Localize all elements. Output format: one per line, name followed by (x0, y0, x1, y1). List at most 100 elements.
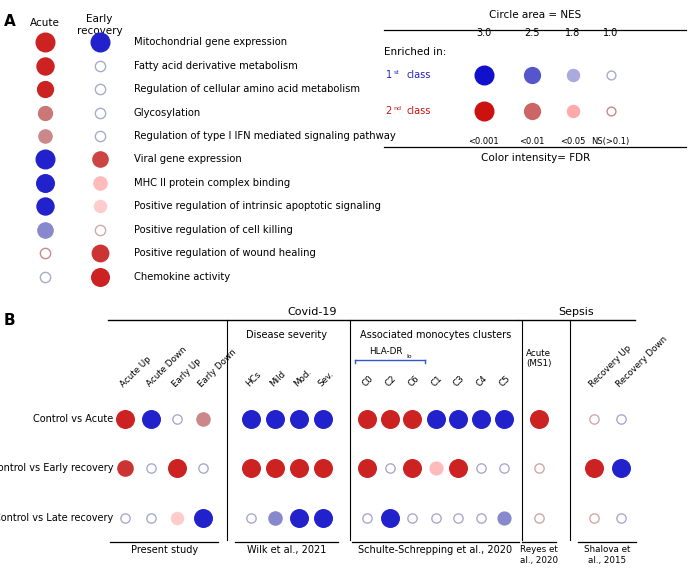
Point (120, 415, 131, 424)
Point (293, 513, 304, 522)
Point (94, 154, 105, 164)
Text: Acute Up: Acute Up (118, 354, 153, 389)
Text: 1.0: 1.0 (603, 28, 618, 38)
Point (568, 106, 579, 115)
Point (317, 415, 328, 424)
Point (453, 464, 464, 473)
Text: Chemokine activity: Chemokine activity (134, 272, 230, 282)
Text: <0.01: <0.01 (519, 137, 545, 146)
Point (533, 464, 545, 473)
Point (94, 131, 105, 141)
Text: Positive regulation of cell killing: Positive regulation of cell killing (134, 225, 293, 235)
Point (475, 513, 486, 522)
Text: class: class (406, 106, 430, 116)
Point (39, 85, 50, 94)
Point (146, 513, 157, 522)
Text: Covid-19: Covid-19 (288, 307, 337, 317)
Point (588, 464, 599, 473)
Point (146, 464, 157, 473)
Text: Mitochondrial gene expression: Mitochondrial gene expression (134, 37, 287, 47)
Point (407, 513, 418, 522)
Text: C4: C4 (475, 374, 489, 389)
Text: <0.001: <0.001 (468, 137, 499, 146)
Point (453, 415, 464, 424)
Point (453, 513, 464, 522)
Point (39, 108, 50, 117)
Point (94, 37, 105, 47)
Point (615, 415, 626, 424)
Point (172, 415, 183, 424)
Point (430, 513, 442, 522)
Text: lo: lo (406, 354, 412, 359)
Text: C5: C5 (497, 374, 512, 389)
Point (407, 415, 418, 424)
Text: Color intensity= FDR: Color intensity= FDR (481, 153, 590, 163)
Point (498, 464, 510, 473)
Point (39, 202, 50, 211)
Point (615, 513, 626, 522)
Text: 1: 1 (386, 69, 392, 79)
Point (533, 415, 545, 424)
Point (94, 225, 105, 234)
Text: Control vs Acute: Control vs Acute (33, 415, 113, 424)
Text: nd: nd (393, 106, 401, 111)
Point (172, 464, 183, 473)
Point (39, 272, 50, 282)
Text: Reyes et
al., 2020: Reyes et al., 2020 (519, 545, 558, 565)
Text: Acute: Acute (30, 18, 60, 28)
Text: Positive regulation of intrinsic apoptotic signaling: Positive regulation of intrinsic apoptot… (134, 201, 381, 211)
Point (269, 513, 280, 522)
Point (478, 70, 489, 79)
Text: HCs: HCs (244, 370, 262, 389)
Point (478, 106, 489, 115)
Point (94, 108, 105, 117)
Point (430, 464, 442, 473)
Point (94, 248, 105, 258)
Text: Shalova et
al., 2015: Shalova et al., 2015 (584, 545, 631, 565)
Point (362, 513, 373, 522)
Point (197, 464, 209, 473)
Text: Wilk et al., 2021: Wilk et al., 2021 (247, 545, 326, 556)
Text: Disease severity: Disease severity (246, 329, 327, 340)
Point (146, 415, 157, 424)
Text: 3.0: 3.0 (476, 28, 491, 38)
Text: Associated monocytes clusters: Associated monocytes clusters (360, 329, 511, 340)
Text: C2: C2 (384, 374, 398, 389)
Text: Recovery Up: Recovery Up (587, 343, 633, 389)
Text: A: A (4, 14, 15, 29)
Point (407, 464, 418, 473)
Point (526, 70, 538, 79)
Text: NS(>0.1): NS(>0.1) (592, 137, 630, 146)
Point (269, 415, 280, 424)
Text: Early
recovery: Early recovery (77, 14, 122, 36)
Point (39, 225, 50, 234)
Point (475, 415, 486, 424)
Text: Regulation of cellular amino acid metabolism: Regulation of cellular amino acid metabo… (134, 84, 360, 94)
Text: Positive regulation of wound healing: Positive regulation of wound healing (134, 248, 316, 258)
Point (317, 464, 328, 473)
Text: Circle area = NES: Circle area = NES (489, 10, 581, 20)
Point (605, 106, 616, 115)
Text: HLA-DR: HLA-DR (370, 347, 403, 356)
Text: Sepsis: Sepsis (559, 307, 594, 317)
Text: C1: C1 (429, 374, 444, 389)
Point (94, 272, 105, 282)
Point (362, 464, 373, 473)
Point (498, 513, 510, 522)
Text: Viral gene expression: Viral gene expression (134, 154, 241, 164)
Point (39, 37, 50, 47)
Point (120, 513, 131, 522)
Text: Glycosylation: Glycosylation (134, 107, 201, 118)
Point (39, 154, 50, 164)
Text: Fatty acid derivative metabolism: Fatty acid derivative metabolism (134, 61, 298, 71)
Point (269, 464, 280, 473)
Point (245, 415, 256, 424)
Point (588, 513, 599, 522)
Point (293, 415, 304, 424)
Text: Enriched in:: Enriched in: (384, 47, 447, 57)
Point (605, 70, 616, 79)
Point (384, 415, 395, 424)
Text: Control vs Early recovery: Control vs Early recovery (0, 463, 113, 473)
Text: 2: 2 (386, 106, 392, 116)
Text: Recovery Down: Recovery Down (615, 334, 669, 389)
